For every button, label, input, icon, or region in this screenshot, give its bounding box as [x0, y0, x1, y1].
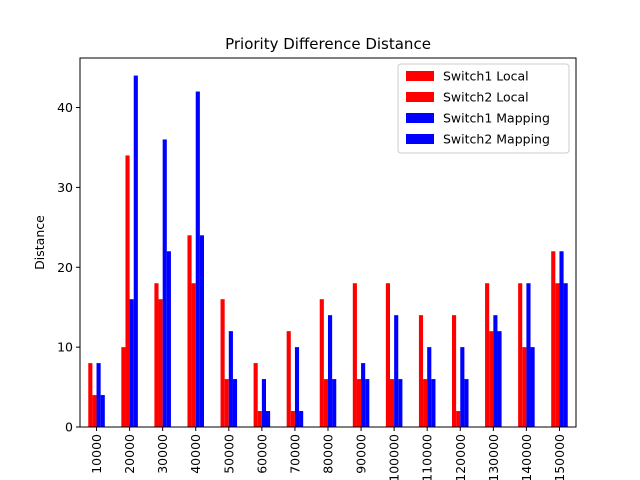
y-axis: 0 10 20 30 40 — [57, 100, 80, 435]
bar-switch1-mapping-10000 — [96, 363, 101, 427]
chart-title: Priority Difference Distance — [225, 35, 431, 53]
bar-switch2-local-30000 — [158, 299, 163, 427]
bar-switch1-mapping-150000 — [559, 251, 564, 427]
x-tick-label: 70000 — [287, 434, 302, 474]
bar-switch1-mapping-110000 — [427, 347, 432, 427]
bars-group — [88, 75, 568, 428]
bar-switch2-mapping-40000 — [199, 235, 204, 427]
bar-switch1-local-40000 — [187, 235, 192, 427]
x-tick-label: 90000 — [354, 434, 369, 474]
x-tick-label: 30000 — [155, 434, 170, 474]
x-tick-label: 60000 — [254, 434, 269, 474]
bar-switch2-local-130000 — [489, 331, 494, 427]
bar-switch2-mapping-110000 — [431, 379, 436, 427]
bar-switch2-local-120000 — [456, 411, 461, 427]
bar-switch1-mapping-50000 — [228, 331, 233, 427]
bar-switch1-mapping-130000 — [493, 315, 498, 427]
bar-switch1-local-110000 — [418, 315, 424, 427]
bar-switch2-local-70000 — [290, 411, 295, 427]
legend-label-switch2-local: Switch2 Local — [443, 90, 529, 105]
legend-swatch-switch2-mapping — [406, 134, 434, 144]
x-tick-label: 150000 — [552, 434, 567, 480]
bar-switch2-local-100000 — [390, 379, 395, 427]
bar-switch1-local-100000 — [385, 283, 390, 427]
x-tick-label: 130000 — [486, 434, 501, 480]
bar-switch1-mapping-70000 — [294, 347, 300, 427]
bar-switch2-mapping-60000 — [266, 411, 271, 427]
plot-frame — [79, 57, 577, 428]
y-tick-label: 10 — [57, 340, 73, 355]
bar-switch1-local-130000 — [485, 283, 490, 427]
bar-switch1-local-30000 — [154, 283, 159, 427]
legend-swatch-switch2-local — [406, 92, 434, 102]
bar-switch2-local-40000 — [191, 283, 196, 427]
x-tick-label: 120000 — [453, 434, 468, 480]
bar-switch1-mapping-100000 — [394, 315, 399, 427]
bar-switch2-mapping-50000 — [232, 379, 238, 427]
bar-switch1-local-10000 — [88, 363, 93, 427]
bar-switch2-mapping-140000 — [530, 347, 535, 427]
legend-box — [397, 63, 570, 154]
bar-switch1-local-90000 — [352, 283, 357, 427]
legend-label-switch1-mapping: Switch1 Mapping — [443, 111, 550, 126]
legend-label-switch2-mapping: Switch2 Mapping — [443, 132, 550, 147]
bar-switch2-mapping-10000 — [100, 395, 105, 427]
x-axis: 10000 20000 30000 40000 50000 60000 70000 80000… — [89, 427, 567, 480]
bar-switch1-local-50000 — [220, 299, 225, 427]
bar-switch2-mapping-90000 — [365, 379, 370, 427]
bar-switch2-mapping-150000 — [563, 283, 568, 427]
bar-switch1-mapping-60000 — [261, 379, 266, 427]
bar-switch2-local-60000 — [257, 411, 262, 427]
bar-switch2-mapping-100000 — [398, 379, 403, 427]
x-tick-label: 40000 — [188, 434, 203, 474]
bar-switch2-mapping-30000 — [166, 251, 171, 427]
bar-switch1-mapping-80000 — [328, 315, 333, 427]
bar-switch2-mapping-130000 — [497, 331, 502, 427]
bar-switch2-local-10000 — [92, 395, 97, 427]
bar-switch2-local-90000 — [356, 379, 362, 427]
bar-switch1-mapping-120000 — [460, 347, 465, 427]
bar-switch2-mapping-70000 — [299, 411, 304, 427]
x-tick-label: 100000 — [387, 434, 402, 480]
bar-switch2-mapping-80000 — [332, 379, 337, 427]
legend-swatch-switch1-mapping — [406, 113, 434, 123]
x-tick-label: 110000 — [420, 434, 435, 480]
bar-switch2-local-50000 — [224, 379, 229, 427]
bar-switch2-local-20000 — [125, 155, 130, 427]
bar-switch1-local-150000 — [551, 251, 556, 427]
bar-switch1-local-80000 — [319, 299, 324, 427]
bar-switch2-local-140000 — [522, 347, 527, 427]
legend-label-switch1-local: Switch1 Local — [443, 69, 529, 84]
bar-switch1-mapping-140000 — [526, 283, 531, 427]
legend-swatch-switch1-local — [406, 71, 434, 81]
legend: Switch1 Local Switch2 Local Switch1 Mappin… — [397, 63, 570, 154]
bar-switch2-mapping-120000 — [464, 379, 469, 427]
bar-switch2-local-110000 — [423, 379, 428, 427]
bar-switch1-mapping-30000 — [162, 139, 167, 427]
bar-switch1-mapping-40000 — [195, 91, 200, 427]
bar-switch1-local-20000 — [121, 347, 126, 427]
y-tick-label: 30 — [57, 180, 73, 195]
y-tick-label: 0 — [65, 420, 73, 435]
bar-switch1-mapping-20000 — [129, 299, 134, 427]
y-tick-label: 20 — [57, 260, 73, 275]
y-axis-title: Distance — [32, 215, 47, 270]
bar-switch2-mapping-20000 — [133, 75, 138, 428]
bar-switch1-local-60000 — [253, 363, 258, 427]
x-tick-label: 140000 — [519, 434, 534, 480]
bar-switch1-local-120000 — [452, 315, 457, 427]
x-tick-label: 80000 — [321, 434, 336, 474]
bar-switch1-local-70000 — [286, 331, 291, 427]
bar-switch2-local-150000 — [555, 283, 560, 427]
bar-switch1-mapping-90000 — [361, 363, 366, 427]
bar-switch2-local-80000 — [323, 379, 328, 427]
x-tick-label: 50000 — [221, 434, 236, 474]
bar-switch1-local-140000 — [518, 283, 523, 427]
y-tick-label: 40 — [57, 100, 73, 115]
x-tick-label: 20000 — [122, 434, 137, 474]
x-tick-label: 10000 — [89, 434, 104, 474]
